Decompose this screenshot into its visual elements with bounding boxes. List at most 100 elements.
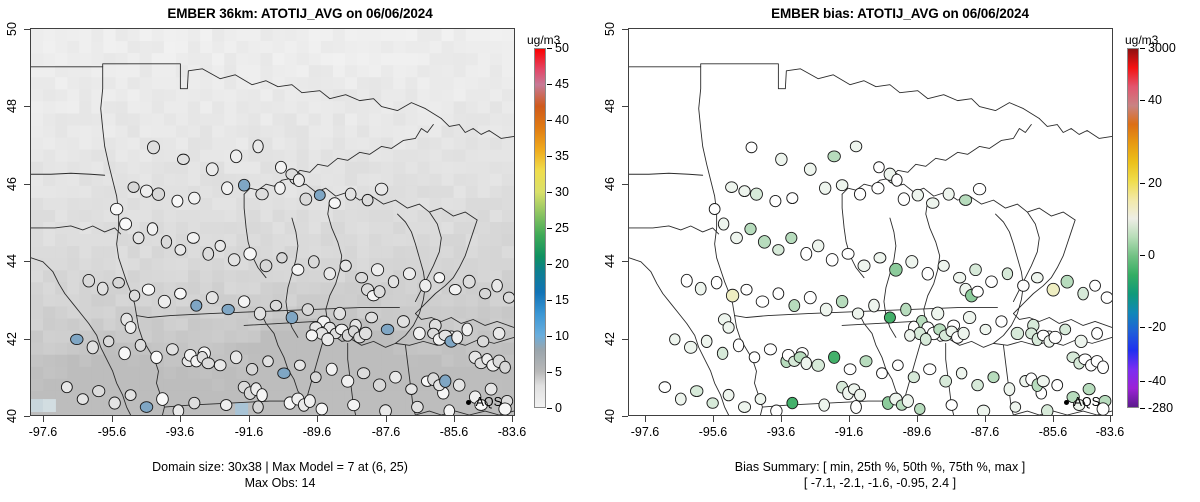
monitor-site-marker[interactable] (995, 315, 1008, 328)
monitor-site-marker[interactable] (754, 393, 767, 406)
monitor-site-marker[interactable] (775, 152, 788, 166)
monitor-site-marker[interactable] (959, 194, 973, 206)
monitor-site-marker[interactable] (479, 287, 492, 300)
monitor-site-marker[interactable] (738, 401, 752, 413)
monitor-site-marker[interactable] (323, 267, 336, 281)
monitor-site-marker[interactable] (276, 252, 288, 264)
monitor-site-marker[interactable] (157, 294, 172, 309)
monitor-site-marker[interactable] (1048, 330, 1062, 344)
monitor-site-marker[interactable] (955, 367, 968, 380)
monitor-site-marker[interactable] (103, 335, 115, 348)
monitor-site-marker[interactable] (492, 327, 506, 340)
monitor-site-marker[interactable] (710, 276, 723, 290)
monitor-site-marker[interactable] (859, 355, 873, 368)
monitor-site-marker[interactable] (850, 400, 862, 414)
monitor-site-marker[interactable] (883, 311, 896, 324)
monitor-site-marker[interactable] (229, 350, 243, 365)
monitor-site-marker[interactable] (1046, 282, 1060, 297)
monitor-site-marker[interactable] (60, 381, 73, 394)
monitor-site-marker[interactable] (347, 398, 361, 412)
monitor-site-marker[interactable] (945, 399, 958, 411)
monitor-site-marker[interactable] (205, 291, 219, 305)
monitor-site-marker[interactable] (788, 299, 801, 313)
monitor-site-marker[interactable] (680, 273, 693, 288)
monitor-site-marker[interactable] (772, 244, 785, 256)
monitor-site-marker[interactable] (892, 359, 904, 371)
monitor-site-marker[interactable] (86, 340, 99, 355)
monitor-site-marker[interactable] (112, 276, 125, 289)
monitor-site-marker[interactable] (292, 173, 305, 187)
monitor-site-marker[interactable] (849, 140, 863, 153)
monitor-site-marker[interactable] (825, 253, 839, 267)
monitor-site-marker[interactable] (448, 284, 462, 296)
monitor-site-marker[interactable] (971, 379, 984, 392)
monitor-site-marker[interactable] (750, 187, 763, 201)
monitor-site-marker[interactable] (716, 346, 729, 360)
monitor-site-marker[interactable] (92, 385, 106, 398)
monitor-site-marker[interactable] (305, 329, 318, 342)
monitor-site-marker[interactable] (1017, 279, 1030, 292)
monitor-site-marker[interactable] (923, 363, 937, 376)
monitor-site-marker[interactable] (755, 295, 770, 308)
monitor-site-marker[interactable] (132, 231, 145, 245)
monitor-site-marker[interactable] (873, 161, 885, 174)
monitor-site-marker[interactable] (939, 374, 953, 388)
monitor-site-marker[interactable] (1009, 401, 1022, 413)
monitor-site-marker[interactable] (905, 255, 919, 269)
monitor-site-marker[interactable] (310, 371, 322, 384)
monitor-site-marker[interactable] (971, 285, 984, 298)
monitor-site-marker[interactable] (819, 181, 832, 195)
monitor-site-marker[interactable] (285, 311, 299, 324)
monitor-site-marker[interactable] (256, 388, 268, 403)
monitor-site-marker[interactable] (901, 394, 914, 408)
monitor-site-marker[interactable] (484, 382, 498, 396)
monitor-site-marker[interactable] (725, 288, 740, 303)
monitor-site-marker[interactable] (828, 350, 841, 364)
monitor-site-marker[interactable] (669, 333, 681, 346)
monitor-site-marker[interactable] (315, 402, 328, 415)
monitor-site-marker[interactable] (962, 310, 977, 325)
monitor-site-marker[interactable] (785, 231, 798, 245)
monitor-site-marker[interactable] (252, 400, 264, 414)
monitor-site-marker[interactable] (871, 181, 885, 195)
monitor-site-marker[interactable] (911, 188, 924, 202)
monitor-site-marker[interactable] (361, 193, 374, 207)
monitor-site-marker[interactable] (985, 275, 998, 288)
monitor-site-marker[interactable] (786, 192, 799, 205)
monitor-site-marker[interactable] (176, 153, 190, 165)
monitor-site-marker[interactable] (476, 335, 490, 348)
monitor-site-marker[interactable] (344, 187, 357, 201)
monitor-site-marker[interactable] (1072, 399, 1086, 411)
monitor-site-marker[interactable] (857, 259, 871, 273)
monitor-site-marker[interactable] (491, 278, 503, 293)
monitor-site-marker[interactable] (439, 374, 452, 388)
monitor-site-marker[interactable] (502, 291, 514, 304)
monitor-site-marker[interactable] (190, 299, 203, 312)
monitor-site-marker[interactable] (321, 332, 335, 347)
monitor-site-marker[interactable] (684, 340, 698, 354)
monitor-site-marker[interactable] (1001, 267, 1014, 281)
monitor-site-marker[interactable] (461, 322, 473, 337)
monitor-site-marker[interactable] (402, 267, 416, 281)
monitor-site-marker[interactable] (262, 355, 274, 368)
monitor-site-marker[interactable] (214, 239, 226, 252)
monitor-site-marker[interactable] (76, 393, 89, 405)
monitor-site-marker[interactable] (972, 183, 987, 196)
monitor-site-marker[interactable] (128, 289, 141, 302)
monitor-site-marker[interactable] (499, 360, 511, 374)
monitor-site-marker[interactable] (937, 259, 950, 272)
monitor-site-marker[interactable] (1074, 334, 1088, 348)
monitor-site-marker[interactable] (786, 396, 799, 410)
monitor-site-marker[interactable] (141, 283, 156, 296)
monitor-site-marker[interactable] (811, 358, 825, 372)
monitor-site-marker[interactable] (803, 291, 817, 305)
monitor-site-marker[interactable] (868, 298, 880, 313)
monitor-site-marker[interactable] (738, 185, 751, 198)
monitor-site-marker[interactable] (171, 194, 184, 208)
monitor-site-marker[interactable] (1077, 286, 1089, 301)
monitor-site-marker[interactable] (740, 283, 753, 296)
monitor-site-marker[interactable] (942, 187, 955, 201)
monitor-site-marker[interactable] (1096, 402, 1110, 415)
monitor-site-marker[interactable] (987, 371, 1000, 384)
monitor-site-marker[interactable] (498, 402, 512, 415)
